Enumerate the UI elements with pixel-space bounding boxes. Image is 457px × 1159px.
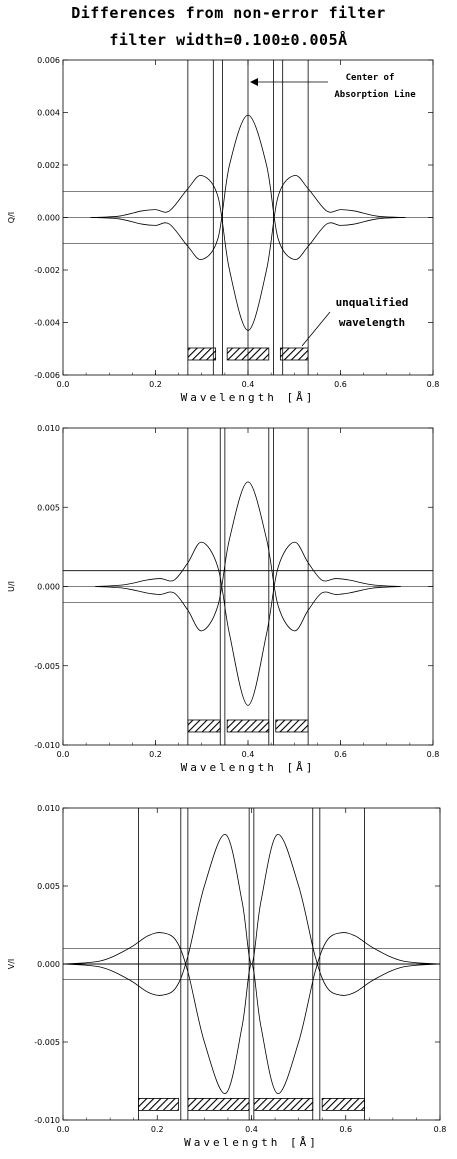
y-tick-label: 0.005 — [37, 882, 60, 891]
x-tick-label: 0.8 — [427, 380, 440, 389]
x-tick-label: 0.2 — [149, 750, 162, 759]
y-tick-label: -0.005 — [34, 1038, 60, 1047]
x-axis-label: Wavelength [Å] — [181, 761, 316, 774]
x-tick-label: 0.2 — [149, 380, 162, 389]
x-axis-label: Wavelength [Å] — [181, 391, 316, 404]
unqualified-box — [321, 1098, 365, 1111]
x-tick-label: 0.4 — [245, 1125, 258, 1134]
y-tick-label: -0.005 — [34, 662, 60, 671]
x-tick-label: 0.8 — [434, 1125, 447, 1134]
x-tick-label: 0.0 — [57, 1125, 70, 1134]
unqualified-box — [187, 347, 217, 361]
unqualified-box — [226, 719, 270, 733]
y-tick-label: -0.006 — [34, 371, 60, 380]
y-tick-label: 0.000 — [37, 960, 60, 969]
series-line-1 — [95, 541, 401, 706]
chart-title-line-2: filter width=0.100±0.005Å — [109, 31, 348, 49]
wavelength-label: wavelength — [339, 316, 405, 329]
y-axis-label: Q/I — [7, 212, 16, 223]
annotations: Center of Absorption Line unqualified wavel… — [250, 73, 416, 347]
center-arrow-head — [250, 78, 258, 86]
y-tick-label: -0.002 — [34, 266, 60, 275]
y-tick-label: 0.006 — [37, 56, 60, 65]
x-tick-label: 0.8 — [427, 750, 440, 759]
series-line-2 — [62, 834, 441, 996]
x-tick-label: 0.2 — [151, 1125, 164, 1134]
chart-title-line-1: Differences from non-error filter — [71, 4, 386, 22]
y-tick-label: 0.010 — [37, 804, 60, 813]
y-tick-label: -0.010 — [34, 1116, 60, 1125]
y-tick-label: 0.004 — [37, 109, 60, 118]
unqualified-label: unqualified — [336, 296, 409, 309]
center-label: Center of — [346, 73, 395, 83]
unqualified-box — [137, 1098, 179, 1111]
y-axis-label: U/I — [7, 581, 16, 592]
absorption-label: Absorption Line — [334, 89, 416, 100]
y-tick-label: 0.010 — [37, 424, 60, 433]
x-tick-label: 0.6 — [334, 380, 347, 389]
unqualified-box — [279, 347, 309, 361]
x-tick-label: 0.6 — [334, 750, 347, 759]
x-tick-label: 0.6 — [339, 1125, 352, 1134]
y-tick-label: 0.000 — [37, 583, 60, 592]
y-axis-label: V/I — [7, 959, 16, 970]
series-line-2 — [95, 481, 401, 632]
y-tick-label: -0.004 — [34, 319, 60, 328]
chart-panel-3: 0.0 0.2 0.4 0.6 0.8 -0.010 -0.005 0.000 0.005 0.0… — [7, 804, 446, 1149]
x-tick-label: 0.0 — [57, 750, 70, 759]
x-tick-label: 0.0 — [57, 380, 70, 389]
unqualified-box — [253, 1098, 314, 1111]
series-line-1 — [90, 175, 406, 331]
series-line-2 — [90, 114, 406, 260]
unqualified-box — [275, 719, 309, 733]
chart-panel-2: 0.0 0.2 0.4 0.6 0.8 -0.010 -0.005 0.000 0.005 0.0… — [7, 424, 439, 774]
y-tick-label: -0.010 — [34, 741, 60, 750]
y-tick-label: 0.005 — [37, 503, 60, 512]
unqualified-box — [187, 719, 221, 733]
unqualified-box — [226, 347, 270, 361]
chart-panel-1: 0.0 0.2 0.4 0.6 0.8 -0.006 -0.004 -0.002 0.000 0.… — [7, 56, 439, 404]
unqualified-box — [187, 1098, 250, 1111]
y-tick-label: 0.002 — [37, 161, 60, 170]
x-tick-label: 0.4 — [242, 380, 255, 389]
series-line-1 — [62, 932, 441, 1094]
unqualified-pointer — [301, 311, 331, 347]
y-tick-label: 0.000 — [37, 214, 60, 223]
x-axis-label: Wavelength [Å] — [184, 1136, 319, 1149]
x-tick-label: 0.4 — [242, 750, 255, 759]
